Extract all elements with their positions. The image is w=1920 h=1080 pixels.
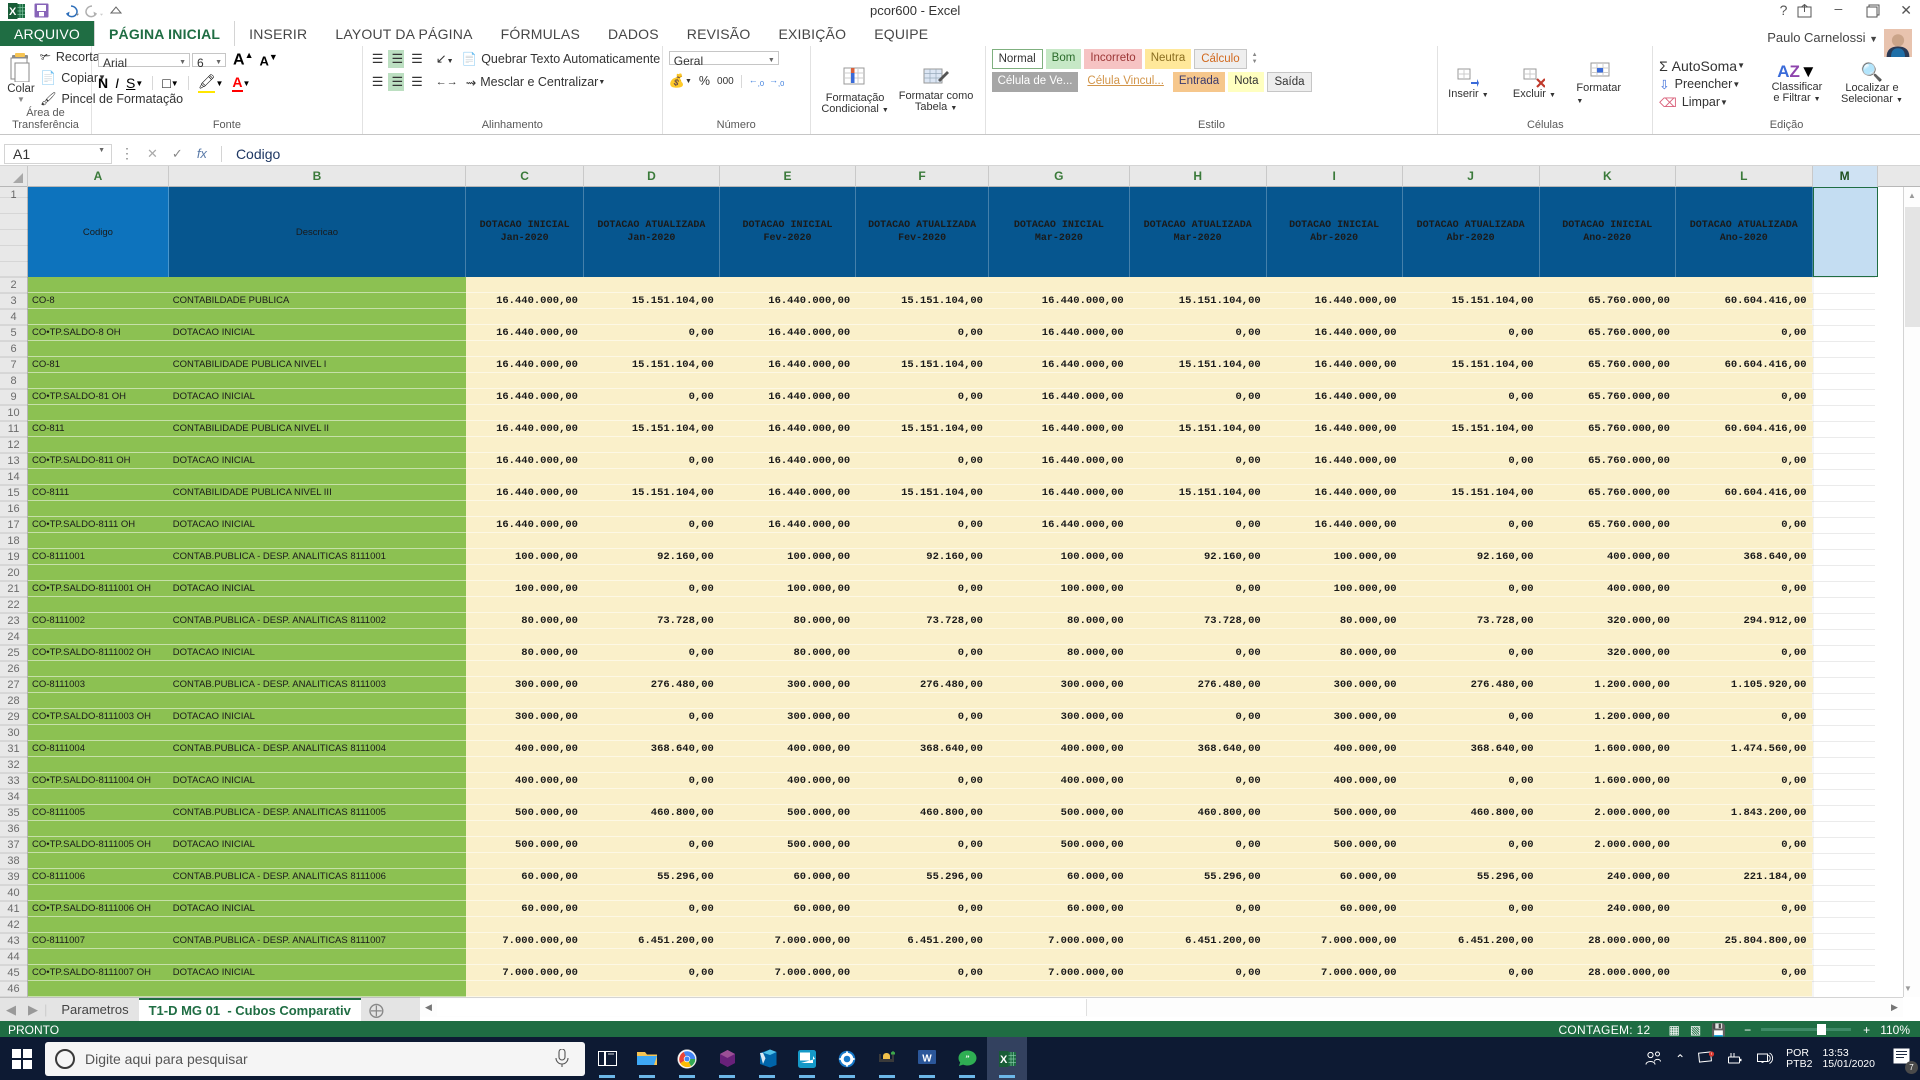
svg-text:”: ”: [965, 1054, 969, 1063]
svg-text:!: !: [1711, 1052, 1712, 1056]
svg-text:X: X: [1000, 1054, 1008, 1066]
svg-text:X: X: [9, 6, 17, 18]
svg-text:W: W: [922, 1053, 932, 1064]
